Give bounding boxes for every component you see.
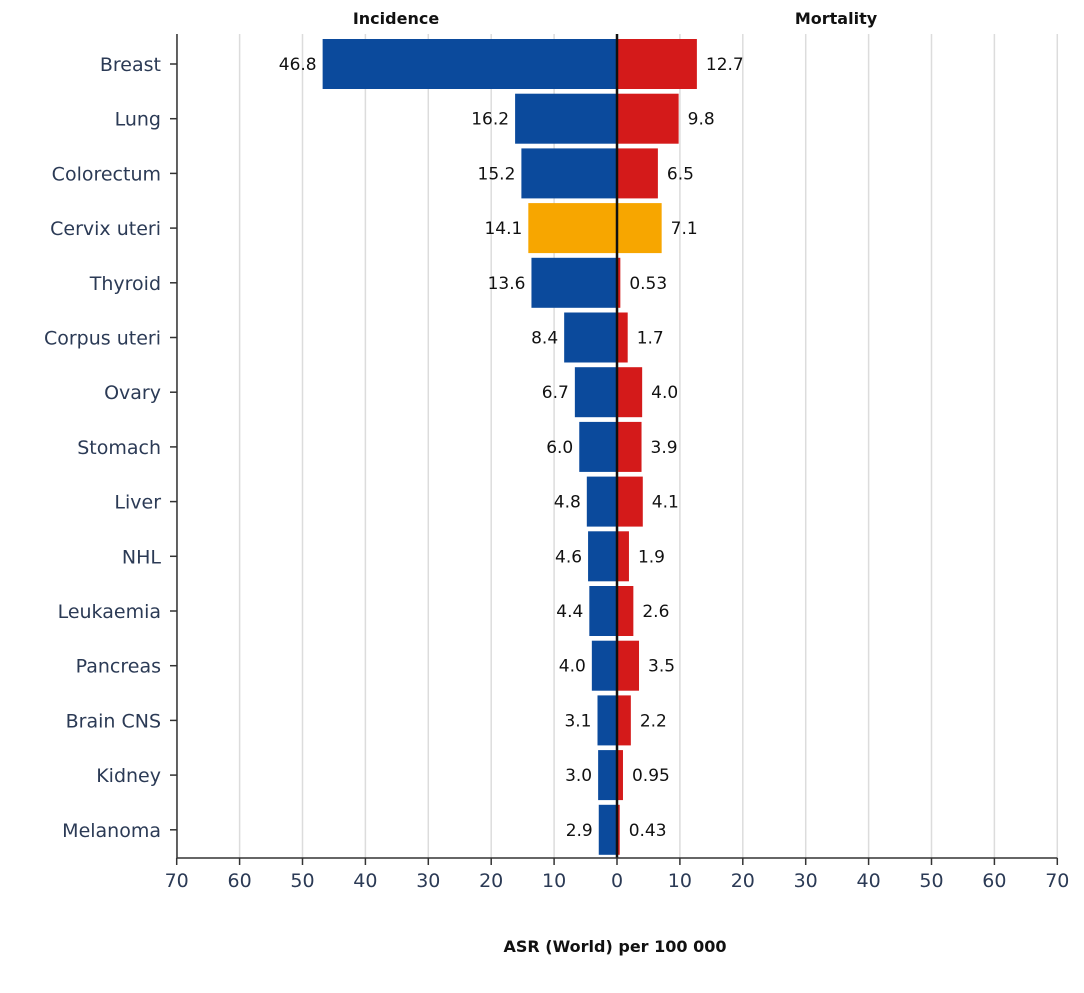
labels: 46.8 12.7 Breast 16.2 9.8 Lung 15.2 6.5 Colorect… [44,54,1069,892]
x-tick-label: 60 [982,870,1006,892]
x-tick-label: 50 [290,870,314,892]
incidence-bar [597,695,617,746]
incidence-value-label: 4.0 [559,657,586,677]
incidence-value-label: 6.7 [542,383,569,403]
incidence-value-label: 3.0 [565,766,592,786]
mortality-bar [617,148,658,199]
category-label: Cervix uteri [50,218,161,240]
category-label: Liver [114,492,161,514]
category-label: Corpus uteri [44,328,161,350]
x-tick-label: 10 [668,870,692,892]
mortality-bar [617,421,642,472]
x-tick-label: 20 [731,870,755,892]
incidence-bar [589,586,617,636]
x-tick-label: 40 [857,870,881,892]
incidence-bar [322,39,617,89]
incidence-bar [515,93,617,144]
mortality-value-label: 4.0 [651,383,678,403]
incidence-bar [598,804,617,855]
category-label: Kidney [96,765,161,787]
mortality-value-label: 6.5 [667,164,694,184]
mortality-bar [617,586,634,636]
incidence-bar [598,750,617,801]
mortality-bar [617,750,623,801]
incidence-value-label: 4.8 [554,493,581,513]
incidence-value-label: 14.1 [484,219,522,239]
mortality-value-label: 9.8 [688,110,715,130]
mortality-value-label: 0.53 [629,274,667,294]
mortality-bar [617,39,697,89]
x-tick-label: 30 [794,870,818,892]
category-label: Thyroid [89,273,161,295]
x-tick-label: 70 [1045,870,1069,892]
bars [322,39,697,855]
x-tick-label: 30 [416,870,440,892]
x-tick-label: 20 [479,870,503,892]
incidence-value-label: 16.2 [471,110,509,130]
mortality-bar [617,93,679,144]
mortality-bar [617,367,643,418]
mortality-heading: Mortality [795,9,878,28]
mortality-bar [617,804,620,855]
incidence-bar [521,148,617,199]
mortality-value-label: 2.2 [640,711,667,731]
mortality-value-label: 12.7 [706,55,744,75]
mortality-bar [617,531,629,582]
category-label: Colorectum [52,163,161,185]
x-tick-label: 40 [353,870,377,892]
incidence-bar [531,257,617,308]
mortality-bar [617,312,628,363]
x-tick-label: 70 [165,870,189,892]
mortality-value-label: 0.95 [632,766,670,786]
mortality-value-label: 3.5 [648,657,675,677]
mortality-value-label: 1.9 [638,547,665,567]
mortality-value-label: 3.9 [651,438,678,458]
x-tick-label: 60 [228,870,252,892]
category-label: Brain CNS [66,710,161,732]
axes [170,34,1059,865]
mortality-value-label: 0.43 [629,821,667,841]
category-label: Stomach [77,437,161,459]
incidence-value-label: 8.4 [531,329,558,349]
x-tick-label: 50 [919,870,943,892]
mortality-bar [617,203,662,254]
incidence-value-label: 3.1 [564,711,591,731]
x-tick-label: 10 [542,870,566,892]
incidence-value-label: 6.0 [546,438,573,458]
category-label: Melanoma [62,820,161,842]
category-label: NHL [122,546,162,568]
incidence-bar [591,640,617,691]
incidence-bar [588,531,617,582]
incidence-value-label: 15.2 [478,164,516,184]
x-axis-title: ASR (World) per 100 000 [503,937,726,956]
category-label: Ovary [104,382,161,404]
incidence-value-label: 4.6 [555,547,582,567]
category-label: Pancreas [76,656,161,678]
incidence-value-label: 4.4 [556,602,583,622]
incidence-value-label: 46.8 [279,55,317,75]
mortality-bar [617,695,631,746]
incidence-bar [528,203,617,254]
mortality-value-label: 1.7 [637,329,664,349]
mortality-bar [617,257,621,308]
incidence-bar [564,312,617,363]
x-tick-label: 0 [611,870,623,892]
incidence-value-label: 13.6 [488,274,526,294]
mortality-value-label: 2.6 [642,602,669,622]
mortality-value-label: 7.1 [671,219,698,239]
mortality-value-label: 4.1 [652,493,679,513]
category-label: Leukaemia [58,601,161,623]
category-label: Breast [100,54,161,76]
category-label: Lung [115,109,161,131]
incidence-value-label: 2.9 [566,821,593,841]
mortality-bar [617,476,643,527]
incidence-bar [586,476,617,527]
incidence-bar [574,367,617,418]
mortality-bar [617,640,640,691]
incidence-bar [579,421,617,472]
incidence-heading: Incidence [353,9,439,28]
